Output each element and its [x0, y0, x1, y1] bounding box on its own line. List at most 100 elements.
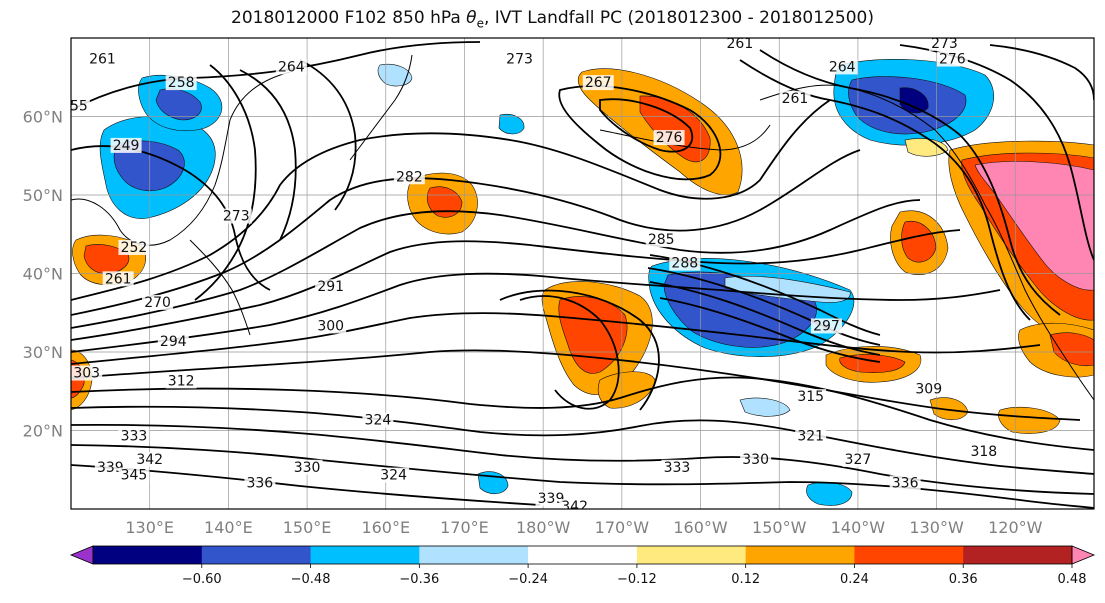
- latitude-tick-label: 20°N: [23, 422, 63, 441]
- contour-value-label: 336: [892, 475, 919, 491]
- positive-core-southwest-na: [1049, 332, 1094, 367]
- contour-label-background: [118, 239, 150, 255]
- light-positive-band-alaska: [904, 138, 949, 157]
- latitude-tick-label: 60°N: [23, 108, 63, 127]
- latitude-tick-label: 30°N: [23, 343, 63, 362]
- contour-value-label: 330: [742, 452, 769, 468]
- colorbar-tick-label: −0.36: [399, 572, 439, 587]
- contour-label-background: [724, 38, 756, 51]
- longitude-tick-label: 130°W: [909, 518, 964, 537]
- contour-label-background: [913, 381, 945, 397]
- colorbar-tick-label: 0.36: [949, 572, 978, 587]
- positive-region-southeast: [998, 406, 1061, 434]
- contour-label-background: [94, 459, 126, 475]
- contour-label-background: [134, 451, 166, 467]
- contour-value-label: 342: [561, 499, 588, 515]
- contour-line: [647, 267, 881, 346]
- contour-value-label: 55: [70, 99, 88, 115]
- contour-value-label: 270: [144, 295, 171, 311]
- contour-label-background: [71, 98, 90, 114]
- contour-label-background: [378, 467, 410, 483]
- contour-value-label: 330: [294, 460, 321, 476]
- colorbar-tick-label: −0.60: [182, 572, 222, 587]
- contour-line: [71, 405, 1094, 475]
- negative-core-siberia: [113, 140, 185, 192]
- contour-label-background: [842, 451, 874, 467]
- contour-line: [71, 349, 1081, 421]
- contour-value-label: 333: [664, 460, 691, 476]
- positive-core-subtropical-east: [839, 354, 906, 373]
- colorbar-segment: [310, 546, 420, 564]
- contour-value-label: 294: [160, 334, 187, 350]
- contour-label-background: [393, 169, 425, 185]
- colorbar-segment: [93, 546, 203, 564]
- coastline-japan: [189, 239, 251, 336]
- longitude-tick-label: 170°E: [440, 518, 489, 537]
- contour-value-label: 252: [121, 240, 148, 256]
- longitude-tick-label: 140°W: [831, 518, 886, 537]
- contour-label-background: [86, 51, 118, 67]
- contour-line: [239, 69, 297, 241]
- longitude-tick-label: 130°E: [125, 518, 174, 537]
- contour-label-background: [936, 51, 968, 67]
- contour-label-background: [118, 428, 150, 444]
- contour-value-label: 264: [278, 59, 305, 75]
- colorbar-tick-label: 0.12: [731, 572, 760, 587]
- contour-label-background: [165, 75, 197, 91]
- longitude-tick-label: 160°W: [673, 518, 728, 537]
- contour-value-label: 303: [73, 366, 100, 382]
- colorbar-segment: [201, 546, 312, 564]
- longitude-tick-labels: 130°E 140°E 150°E 160°E 170°E 180°W 170°W 160°W…: [125, 518, 1042, 537]
- contour-value-label: 339: [97, 460, 124, 476]
- colorbar-segment: [745, 546, 855, 564]
- coastline-kamchatka: [349, 54, 413, 161]
- contour-label-background: [157, 334, 189, 350]
- positive-core-korea: [83, 244, 130, 275]
- contour-label-background: [740, 451, 772, 467]
- colorbar-tick-label: 0.48: [1058, 572, 1087, 587]
- longitude-tick-label: 140°E: [204, 518, 253, 537]
- positive-peak-west-na: [974, 161, 1094, 291]
- contour-value-label: 273: [931, 36, 958, 52]
- longitude-tick-label: 180°W: [516, 518, 571, 537]
- contour-value-label: 261: [727, 36, 754, 52]
- contour-label-background: [645, 232, 677, 248]
- contour-line: [759, 49, 1061, 316]
- contour-line: [499, 289, 660, 411]
- longitude-tick-label: 160°E: [361, 518, 410, 537]
- contour-value-label: 276: [656, 130, 683, 146]
- title-subscript: e: [476, 16, 484, 31]
- contour-line: [71, 376, 1094, 451]
- contour-label-background: [779, 90, 811, 106]
- contour-value-label: 324: [380, 468, 407, 484]
- coastline-alaska: [759, 84, 986, 206]
- contour-line: [194, 64, 257, 301]
- contour-label-background: [110, 137, 142, 153]
- contour-value-label: 312: [168, 373, 195, 389]
- contour-label-background: [71, 365, 103, 381]
- contour-label-background: [582, 75, 614, 91]
- contour-label-background: [275, 59, 307, 75]
- colorbar-segment: [854, 546, 964, 564]
- light-negative-band-central: [739, 397, 791, 417]
- title-suffix: , IVT Landfall PC (2018012300 - 20180125…: [483, 8, 874, 28]
- contour-value-label: 321: [797, 428, 824, 444]
- contour-value-label: 273: [506, 52, 533, 68]
- contour-value-label: 339: [538, 491, 565, 507]
- contour-value-label: 333: [121, 428, 148, 444]
- contour-line: [71, 444, 1094, 509]
- longitude-tick-label: 120°W: [988, 518, 1043, 537]
- coastline-west-na: [984, 204, 1094, 401]
- contour-line: [71, 99, 831, 301]
- contour-line: [649, 281, 881, 356]
- contour-value-label: 261: [89, 52, 116, 68]
- contour-value-label: 288: [671, 256, 698, 272]
- colorbar-tick-label: 0.24: [840, 572, 869, 587]
- contour-line: [558, 85, 722, 181]
- contour-label-background: [661, 459, 693, 475]
- contour-label-background: [315, 279, 347, 295]
- contour-label-background: [968, 444, 1000, 460]
- contour-value-label: 261: [782, 91, 809, 107]
